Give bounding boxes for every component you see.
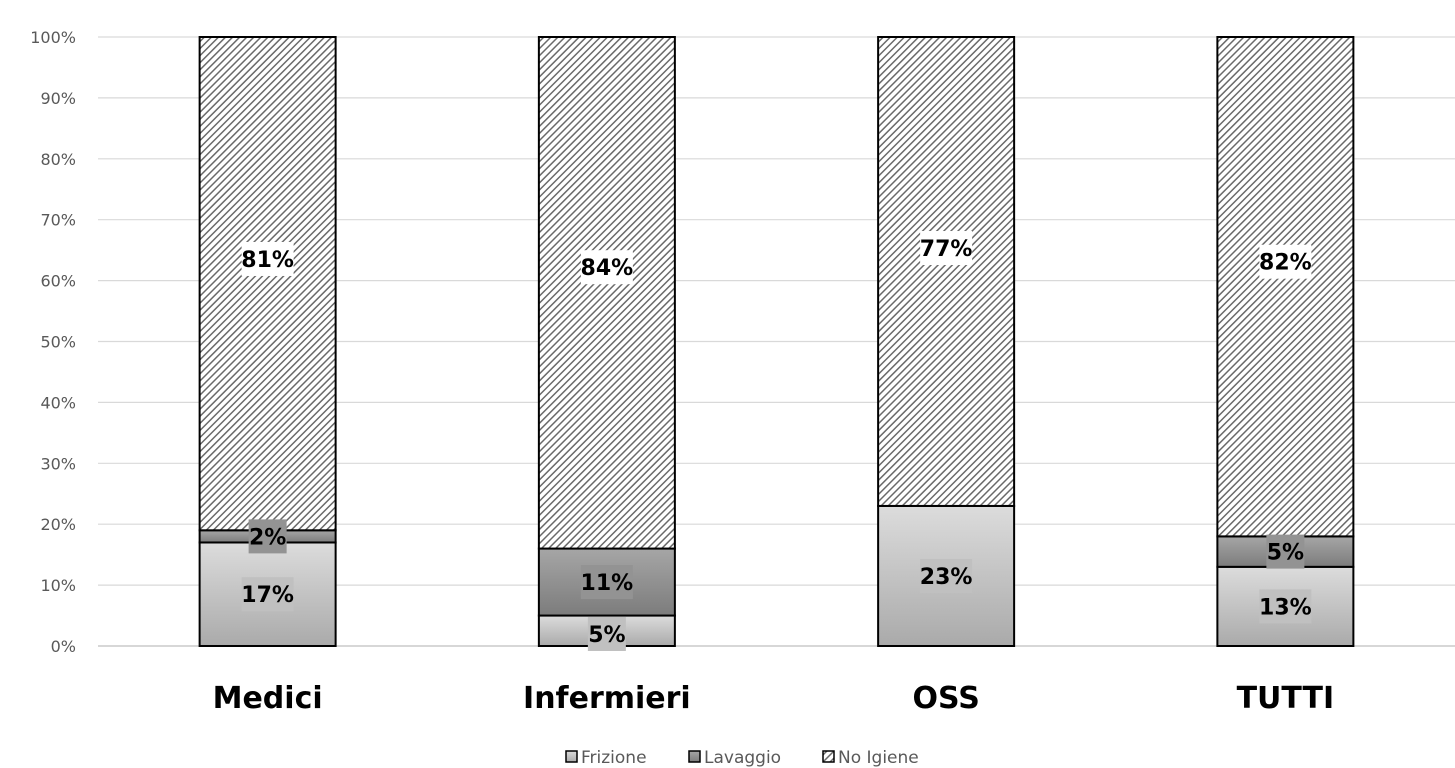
y-tick-label: 100% (30, 28, 76, 47)
data-label: 81% (241, 248, 294, 273)
data-label: 23% (920, 565, 973, 590)
y-tick-label: 60% (40, 272, 76, 291)
data-label-bg (248, 519, 287, 554)
legend-entry: Lavaggio (704, 748, 781, 768)
data-label-bg (1266, 534, 1305, 569)
data-labels: 17% 2% 81% 5% 11% 84% 23% 77% 13% 5% 82% (241, 231, 1312, 651)
legend: Frizione Lavaggio No Igiene (565, 748, 919, 768)
category-label: TUTTI (1237, 681, 1335, 716)
data-label-bg (580, 250, 633, 285)
data-label: 5% (1267, 541, 1304, 566)
category-label: Medici (213, 681, 323, 716)
bar-segment-no-igiene (198, 36, 337, 532)
category-label: Infermieri (523, 681, 691, 716)
data-label-bg (920, 231, 973, 266)
data-label: 84% (581, 256, 634, 281)
legend-swatch (565, 750, 578, 763)
y-tick-label: 40% (40, 393, 76, 412)
data-label: 5% (588, 623, 625, 648)
legend-entry: Frizione (581, 748, 647, 768)
bar-segment-no-igiene (537, 36, 676, 550)
data-label-bg (241, 577, 294, 612)
data-label-bg (241, 241, 294, 276)
legend-swatch (688, 750, 701, 763)
data-label: 17% (241, 583, 294, 608)
data-label: 13% (1259, 595, 1312, 620)
bar-segment-no-igiene (877, 36, 1016, 507)
legend-swatch (822, 750, 835, 763)
y-tick-label: 80% (40, 150, 76, 169)
data-label-bg (920, 558, 973, 593)
y-tick-label: 50% (40, 333, 76, 352)
category-labels: Medici Infermieri OSS TUTTI (213, 681, 1335, 716)
y-tick-label: 20% (40, 515, 76, 534)
data-label-bg (1259, 244, 1312, 279)
data-label-bg (580, 565, 633, 600)
y-tick-label: 70% (40, 211, 76, 230)
data-label: 82% (1259, 251, 1312, 276)
data-label-bg (587, 617, 626, 651)
y-tick-label: 90% (40, 89, 76, 108)
y-tick-label: 30% (40, 454, 76, 473)
y-tick-label: 10% (40, 576, 76, 595)
bar-segment-no-igiene (1216, 36, 1355, 538)
category-label: OSS (912, 681, 979, 716)
data-label-bg (1259, 589, 1312, 624)
data-label: 77% (920, 237, 973, 262)
data-label: 11% (581, 571, 634, 596)
legend-entry: No Igiene (838, 748, 919, 768)
data-label: 2% (249, 525, 286, 550)
y-tick-label: 0% (51, 637, 76, 656)
y-axis-tick-labels: 0% 10% 20% 30% 40% 50% 60% 70% 80% 90% 100% (30, 28, 76, 656)
